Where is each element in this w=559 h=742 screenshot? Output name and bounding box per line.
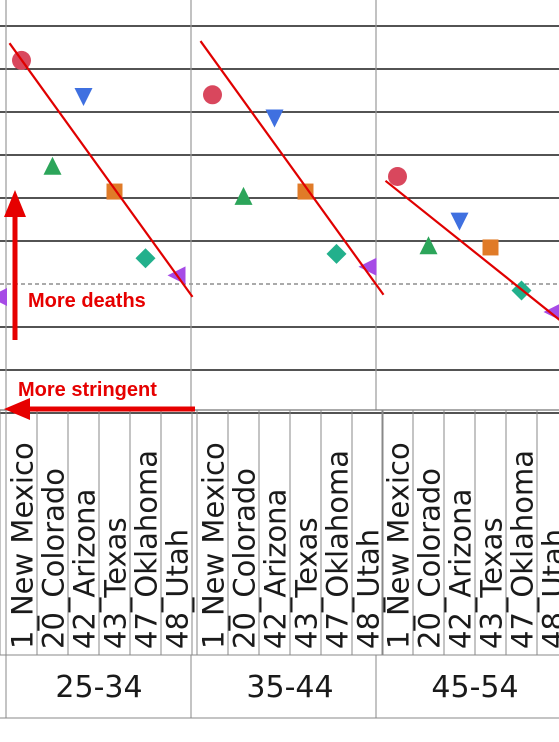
point-triangle-down	[265, 109, 284, 128]
point-triangle-down	[450, 212, 469, 231]
tick-label: 20_Colorado	[37, 468, 71, 649]
tick-label: 48_Utah	[161, 529, 195, 649]
up-arrow-head	[4, 190, 26, 217]
tick-label: 47_Oklahoma	[321, 450, 355, 649]
left-arrow-head	[4, 398, 30, 420]
tick-label: 20_Colorado	[228, 468, 262, 649]
tick-label: 42_Arizona	[68, 489, 102, 649]
group-label: 45-54	[431, 670, 518, 705]
point-triangle-left	[0, 288, 7, 306]
tick-label: 1_New Mexico	[6, 442, 40, 649]
tick-label: 1_New Mexico	[382, 442, 416, 649]
tick-label: 47_Oklahoma	[506, 450, 540, 649]
tick-labels: 1_New Mexico20_Colorado42_Arizona43_Texa…	[6, 442, 559, 649]
tick-label: 42_Arizona	[444, 489, 478, 649]
tick-label: 43_Texas	[475, 517, 509, 649]
tick-label: 47_Oklahoma	[130, 450, 164, 649]
grid	[0, 0, 559, 719]
point-triangle-up	[419, 236, 438, 255]
point-triangle-up	[43, 156, 62, 175]
point-triangle-down	[74, 87, 93, 106]
point-circle	[388, 167, 407, 186]
tick-label: 48_Utah	[537, 529, 559, 649]
tick-label: 48_Utah	[352, 529, 386, 649]
point-circle	[203, 85, 222, 105]
marks	[0, 50, 559, 320]
group-labels: 25-34 35-44 45-54	[55, 670, 518, 705]
annotations: More deaths More stringent	[4, 190, 195, 420]
group-label: 25-34	[55, 670, 142, 705]
tick-label: 42_Arizona	[259, 489, 293, 649]
annotation-more-deaths: More deaths	[28, 290, 146, 312]
tick-label: 43_Texas	[290, 517, 324, 649]
point-triangle-up	[234, 186, 253, 205]
point-square	[297, 183, 314, 200]
tick-label: 1_New Mexico	[197, 442, 231, 649]
group-label: 35-44	[246, 670, 333, 705]
trend-line	[199, 40, 385, 296]
tick-label: 20_Colorado	[413, 468, 447, 649]
point-diamond	[326, 243, 347, 264]
trend-lines	[8, 40, 559, 321]
tick-label: 43_Texas	[99, 517, 133, 649]
point-triangle-left	[358, 257, 377, 276]
point-square	[482, 239, 499, 256]
trend-line	[384, 179, 559, 321]
trend-line	[8, 42, 194, 298]
annotation-more-stringent: More stringent	[18, 379, 157, 401]
point-diamond	[135, 248, 156, 269]
